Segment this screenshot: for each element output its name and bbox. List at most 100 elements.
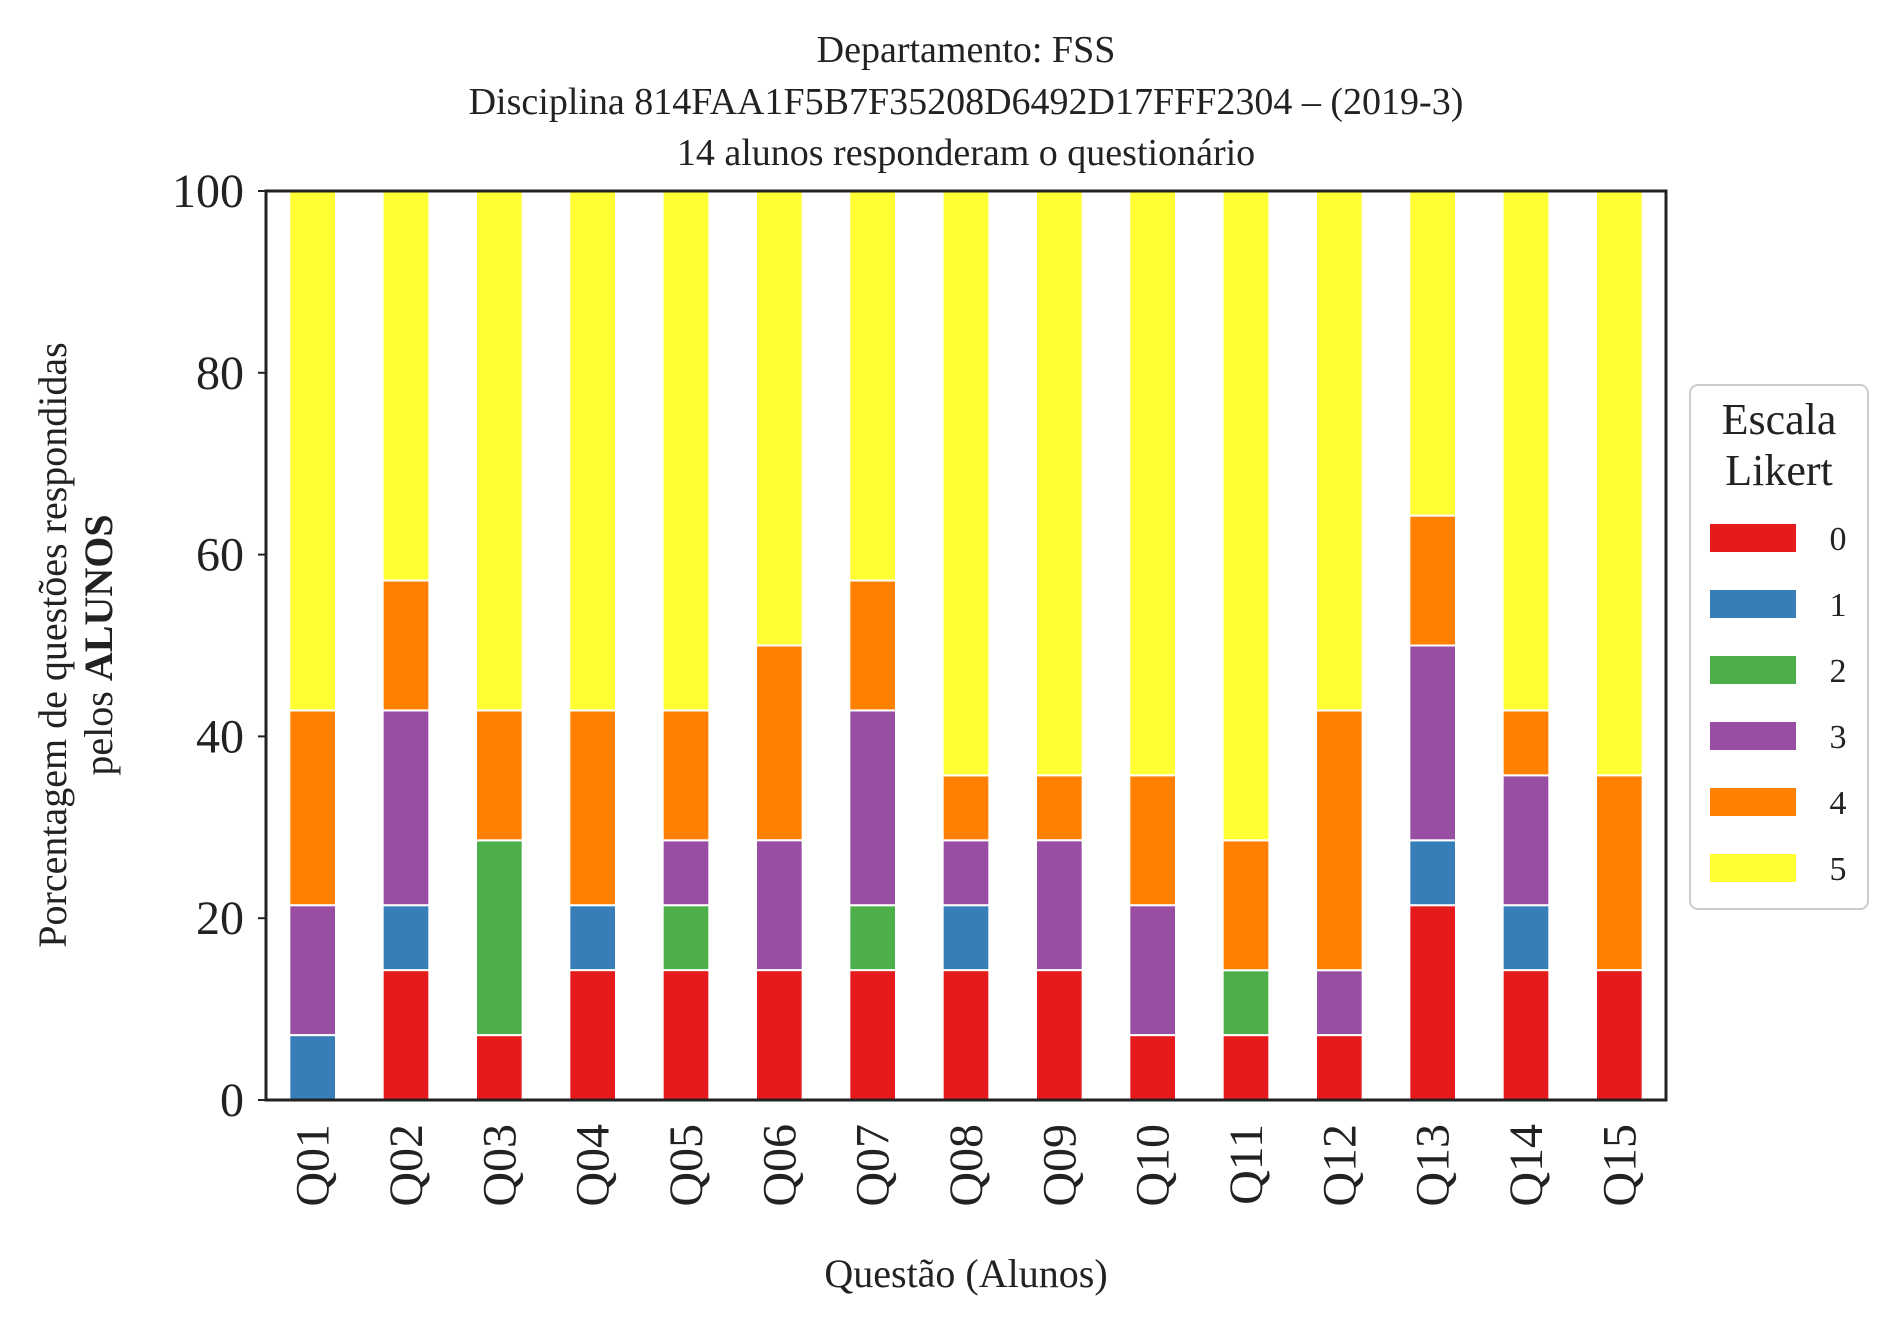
chart-title-line-1: Departamento: FSS (817, 29, 1116, 71)
bar-Q08-level-4 (941, 774, 991, 842)
bar-Q06-level-0 (755, 969, 804, 1101)
bar-Q05-level-0 (661, 969, 711, 1101)
plot-frame (264, 189, 1668, 1102)
legend-swatch-3 (1710, 722, 1796, 750)
x-tick-label: Q05 (660, 1124, 713, 1207)
chart-title-line-3: 14 alunos responderam o questionário (677, 132, 1255, 174)
bar-Q11-level-4 (1221, 839, 1271, 972)
bar-Q08-level-5 (941, 190, 991, 777)
bar-Q03-level-2 (475, 839, 524, 1037)
bar-Q05-level-4 (661, 709, 711, 842)
x-tick-label: Q08 (940, 1124, 993, 1207)
legend-swatch-2 (1710, 656, 1796, 684)
bar-Q10-level-0 (1128, 1034, 1178, 1102)
bar-Q07-level-3 (848, 709, 897, 907)
bar-Q04-level-1 (568, 904, 617, 972)
bars (288, 189, 1644, 1102)
bar-Q06-level-5 (755, 189, 804, 647)
y-axis-label-line-2: pelos ALUNOS (76, 514, 121, 775)
bar-Q02-level-5 (381, 189, 431, 582)
bar-Q08-level-3 (941, 839, 991, 907)
x-tick-label: Q13 (1407, 1124, 1460, 1207)
bar-Q03-level-5 (475, 190, 524, 712)
bar-Q11-level-0 (1221, 1034, 1271, 1102)
legend-swatch-5 (1710, 854, 1796, 882)
x-axis-label: Questão (Alunos) (824, 1251, 1107, 1296)
x-tick-label: Q06 (753, 1124, 806, 1207)
y-tick-label: 80 (196, 347, 244, 400)
bar-Q07-level-4 (848, 579, 897, 712)
bar-Q10-level-3 (1128, 904, 1178, 1037)
bar-Q13-level-5 (1408, 190, 1458, 517)
x-tick-label: Q14 (1500, 1124, 1553, 1207)
legend-swatch-1 (1710, 590, 1796, 618)
y-tick-label: 0 (220, 1074, 244, 1127)
bar-Q14-level-0 (1501, 969, 1551, 1101)
bar-Q12-level-5 (1315, 190, 1364, 712)
x-tick-label: Q03 (473, 1124, 526, 1207)
y-tick-label: 20 (196, 892, 244, 945)
bar-Q01-level-4 (288, 709, 338, 907)
legend-label-2: 2 (1830, 653, 1847, 690)
bar-Q08-level-1 (941, 904, 991, 972)
y-axis-ticks: 0 20 40 60 80 100 (172, 165, 266, 1127)
bar-Q14-level-3 (1501, 774, 1551, 907)
chart-title: Departamento: FSS Disciplina 814FAA1F5B7… (469, 29, 1464, 174)
legend-swatch-4 (1710, 788, 1796, 816)
bar-Q01-level-1 (288, 1034, 338, 1102)
y-tick-label: 100 (172, 165, 244, 218)
bar-Q02-level-1 (381, 904, 431, 972)
legend-items: 0 1 2 3 4 5 (1710, 521, 1847, 888)
x-tick-label: Q07 (847, 1124, 900, 1207)
y-axis-label-line-1: Porcentagem de questões respondidas (30, 342, 75, 947)
x-tick-label: Q01 (287, 1124, 340, 1207)
bar-Q02-level-3 (381, 709, 431, 907)
bar-Q08-level-0 (941, 969, 991, 1101)
bar-Q04-level-0 (568, 969, 617, 1101)
bar-Q07-level-2 (848, 904, 897, 972)
legend: Escala Likert 0 1 2 3 4 5 (1689, 384, 1869, 910)
bar-Q14-level-4 (1501, 709, 1551, 777)
legend-box (1689, 384, 1869, 910)
bar-Q14-level-5 (1501, 190, 1551, 712)
bar-Q09-level-4 (1035, 774, 1084, 842)
bar-Q15-level-4 (1595, 774, 1644, 972)
bar-Q13-level-0 (1408, 904, 1458, 1101)
x-tick-label: Q09 (1033, 1124, 1086, 1207)
bar-Q09-level-5 (1035, 189, 1084, 777)
bar-Q11-level-5 (1221, 190, 1271, 842)
bar-Q05-level-5 (661, 190, 711, 712)
bar-Q10-level-4 (1128, 774, 1178, 907)
bar-Q04-level-4 (568, 709, 617, 907)
legend-label-4: 4 (1830, 785, 1847, 822)
x-axis-ticks: Q01 Q02 Q03 Q04 Q05 Q06 Q07 Q08 Q09 Q10 Q11 Q12 Q13 Q… (287, 1124, 1647, 1207)
bar-Q11-level-2 (1221, 969, 1271, 1037)
bar-Q13-level-3 (1408, 644, 1458, 842)
bar-Q01-level-5 (288, 190, 338, 712)
y-tick-label: 60 (196, 529, 244, 582)
x-tick-label: Q10 (1127, 1124, 1180, 1207)
bar-Q13-level-4 (1408, 514, 1458, 647)
bar-Q02-level-4 (381, 579, 431, 712)
bar-Q10-level-5 (1128, 189, 1178, 777)
legend-swatch-0 (1710, 524, 1796, 552)
bar-Q09-level-3 (1035, 839, 1084, 972)
bar-Q01-level-3 (288, 904, 338, 1037)
bar-Q02-level-0 (381, 969, 431, 1101)
bar-Q07-level-0 (848, 969, 897, 1101)
bar-Q03-level-4 (475, 709, 524, 842)
bar-Q07-level-5 (848, 189, 897, 582)
bar-Q15-level-5 (1595, 189, 1644, 777)
bar-Q06-level-4 (755, 644, 804, 842)
bar-Q05-level-2 (661, 904, 711, 972)
bar-Q04-level-5 (568, 190, 617, 712)
y-axis-label-bold: ALUNOS (76, 514, 121, 681)
x-tick-label: Q02 (380, 1124, 433, 1207)
x-tick-label: Q04 (567, 1124, 620, 1207)
bar-Q15-level-0 (1595, 969, 1644, 1101)
bar-Q03-level-0 (475, 1034, 524, 1102)
bar-Q06-level-3 (755, 839, 804, 972)
bar-Q05-level-3 (661, 839, 711, 907)
bar-Q09-level-0 (1035, 969, 1084, 1101)
